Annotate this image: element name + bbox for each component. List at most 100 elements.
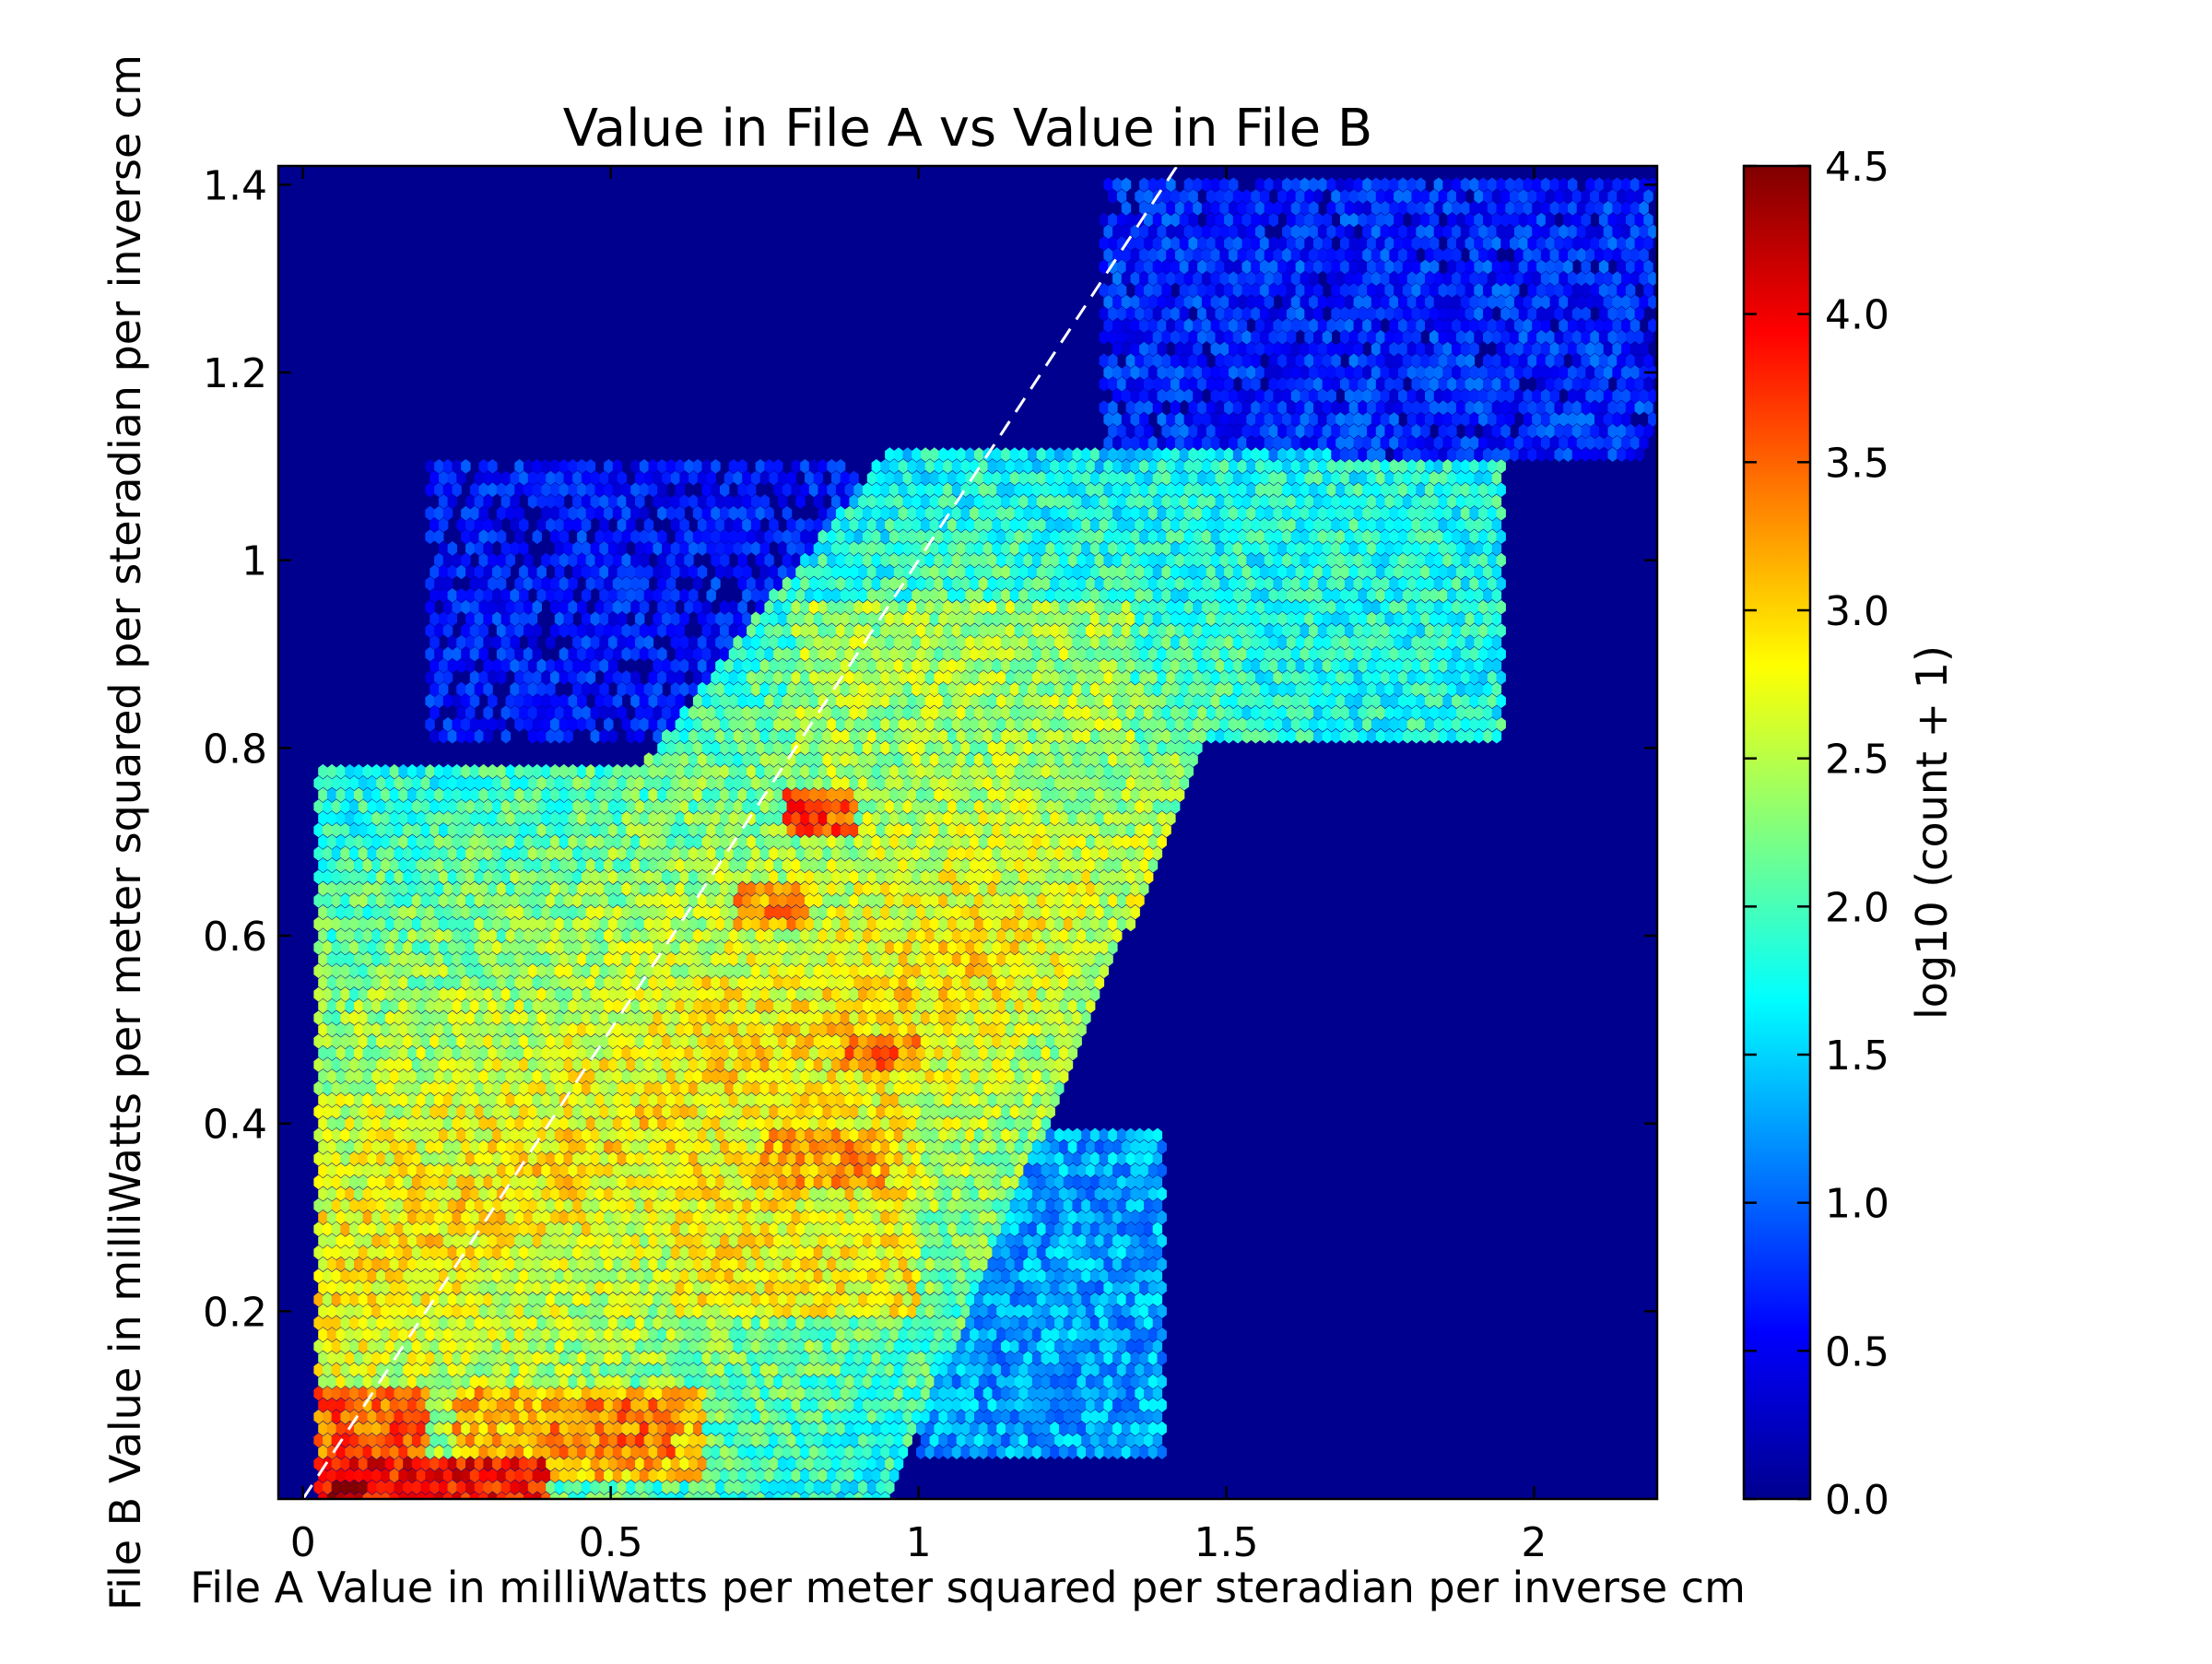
hex-cell	[519, 1480, 529, 1495]
hex-cell	[398, 1398, 408, 1413]
hex-cell	[1028, 1410, 1038, 1424]
hex-cell	[978, 1374, 989, 1389]
hex-cell	[1094, 1374, 1105, 1389]
hex-cell	[1018, 1363, 1029, 1377]
hex-cell	[777, 1480, 788, 1495]
hex-cell	[782, 1421, 793, 1436]
hex-cell	[621, 1445, 631, 1459]
hex-cell	[720, 1374, 730, 1389]
hex-cell	[786, 1480, 796, 1495]
hex-cell	[880, 1421, 890, 1436]
hex-cell	[465, 1410, 476, 1424]
hex-cell	[1005, 1421, 1016, 1436]
hex-cell	[639, 1398, 650, 1413]
hex-cell	[1089, 1410, 1100, 1424]
hex-cell	[938, 1410, 948, 1424]
hex-cell	[648, 1351, 658, 1366]
hex-cell	[465, 1363, 476, 1377]
hex-cell	[362, 1374, 372, 1389]
hex-cell	[679, 1386, 689, 1401]
hex-cell	[1077, 1351, 1087, 1366]
hex-cell	[679, 1456, 689, 1471]
hex-cell	[665, 1351, 677, 1366]
hex-cell	[791, 1374, 801, 1389]
hex-cell	[313, 1410, 324, 1424]
hex-cell	[416, 1398, 427, 1413]
hex-cell	[335, 1468, 346, 1483]
hex-cell	[737, 1445, 747, 1459]
hex-cell	[1031, 1445, 1042, 1459]
hex-cell	[439, 1480, 449, 1495]
hex-cell	[546, 1433, 556, 1448]
hex-cell	[416, 1351, 427, 1366]
hex-cell	[514, 1421, 524, 1436]
hex-cell	[747, 1492, 757, 1499]
hex-cell	[742, 1480, 752, 1495]
hex-cell	[461, 1468, 471, 1483]
hex-cell	[898, 1374, 909, 1389]
hex-cell	[684, 1398, 694, 1413]
hex-cell	[639, 1351, 650, 1366]
hex-cell	[519, 1456, 529, 1471]
hex-cell	[500, 1433, 512, 1448]
hex-cell	[354, 1468, 364, 1483]
hex-cell	[747, 1445, 757, 1459]
hex-cell	[773, 1445, 783, 1459]
hex-cell	[1152, 1433, 1163, 1448]
hex-cell	[889, 1468, 900, 1483]
hex-cell	[982, 1410, 994, 1424]
hex-cell	[769, 1480, 779, 1495]
hex-cell	[447, 1363, 457, 1377]
hex-cell	[1050, 1374, 1060, 1389]
hex-cell	[469, 1492, 480, 1499]
hex-cell	[1125, 1433, 1135, 1448]
hex-cell	[885, 1363, 895, 1377]
hex-cell	[978, 1445, 989, 1459]
hex-cell	[675, 1374, 685, 1389]
hex-cell	[519, 1433, 529, 1448]
hex-cell	[384, 1480, 395, 1495]
hex-cell	[782, 1468, 793, 1483]
hex-cell	[577, 1421, 587, 1436]
hex-cell	[813, 1410, 824, 1424]
hex-cell	[764, 1374, 774, 1389]
hex-cell	[577, 1374, 587, 1389]
hex-cell	[492, 1363, 502, 1377]
hex-cell	[970, 1351, 980, 1366]
hex-cell	[960, 1398, 971, 1413]
hex-cell	[572, 1363, 582, 1377]
hex-cell	[750, 1363, 761, 1377]
hex-cell	[354, 1421, 364, 1436]
hex-cell	[358, 1456, 369, 1471]
hex-cell	[951, 1445, 962, 1459]
hex-cell	[929, 1386, 939, 1401]
hex-cell	[1139, 1445, 1149, 1459]
hex-cell	[777, 1410, 788, 1424]
hex-cell	[456, 1339, 466, 1354]
hex-cell	[335, 1398, 346, 1413]
hex-cell	[568, 1492, 578, 1499]
hex-cell	[924, 1421, 935, 1436]
hex-cell	[773, 1398, 783, 1413]
hex-cell	[1157, 1351, 1167, 1366]
hex-cell	[688, 1386, 699, 1401]
hex-cell	[371, 1351, 382, 1366]
hex-cell	[496, 1468, 507, 1483]
hex-cell	[563, 1363, 573, 1377]
hex-cell	[844, 1445, 854, 1459]
hex-cell	[452, 1374, 462, 1389]
hex-cell	[394, 1433, 404, 1448]
hex-cell	[692, 1421, 703, 1436]
hex-cell	[607, 1339, 618, 1354]
hex-cell	[639, 1374, 650, 1389]
hex-cell	[1094, 1398, 1105, 1413]
hex-cell	[902, 1386, 912, 1401]
hex-cell	[425, 1421, 435, 1436]
hex-cell	[662, 1480, 672, 1495]
hex-cell	[599, 1410, 609, 1424]
hex-cell	[782, 1351, 793, 1366]
hex-cell	[662, 1456, 672, 1471]
hex-cell	[510, 1433, 520, 1448]
hex-cell	[461, 1398, 471, 1413]
hex-cell	[559, 1445, 570, 1459]
